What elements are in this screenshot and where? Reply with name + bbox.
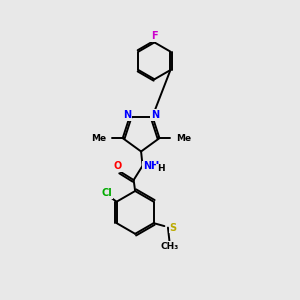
Text: O: O bbox=[114, 161, 122, 171]
Text: CH₃: CH₃ bbox=[160, 242, 178, 251]
Text: N: N bbox=[123, 110, 131, 120]
Text: H: H bbox=[157, 164, 165, 173]
Text: S: S bbox=[169, 223, 176, 232]
Text: N: N bbox=[151, 110, 159, 120]
Text: NH: NH bbox=[143, 161, 159, 171]
Text: Me: Me bbox=[91, 134, 106, 142]
Text: F: F bbox=[151, 31, 158, 41]
Text: Me: Me bbox=[176, 134, 191, 142]
Text: Cl: Cl bbox=[101, 188, 112, 198]
